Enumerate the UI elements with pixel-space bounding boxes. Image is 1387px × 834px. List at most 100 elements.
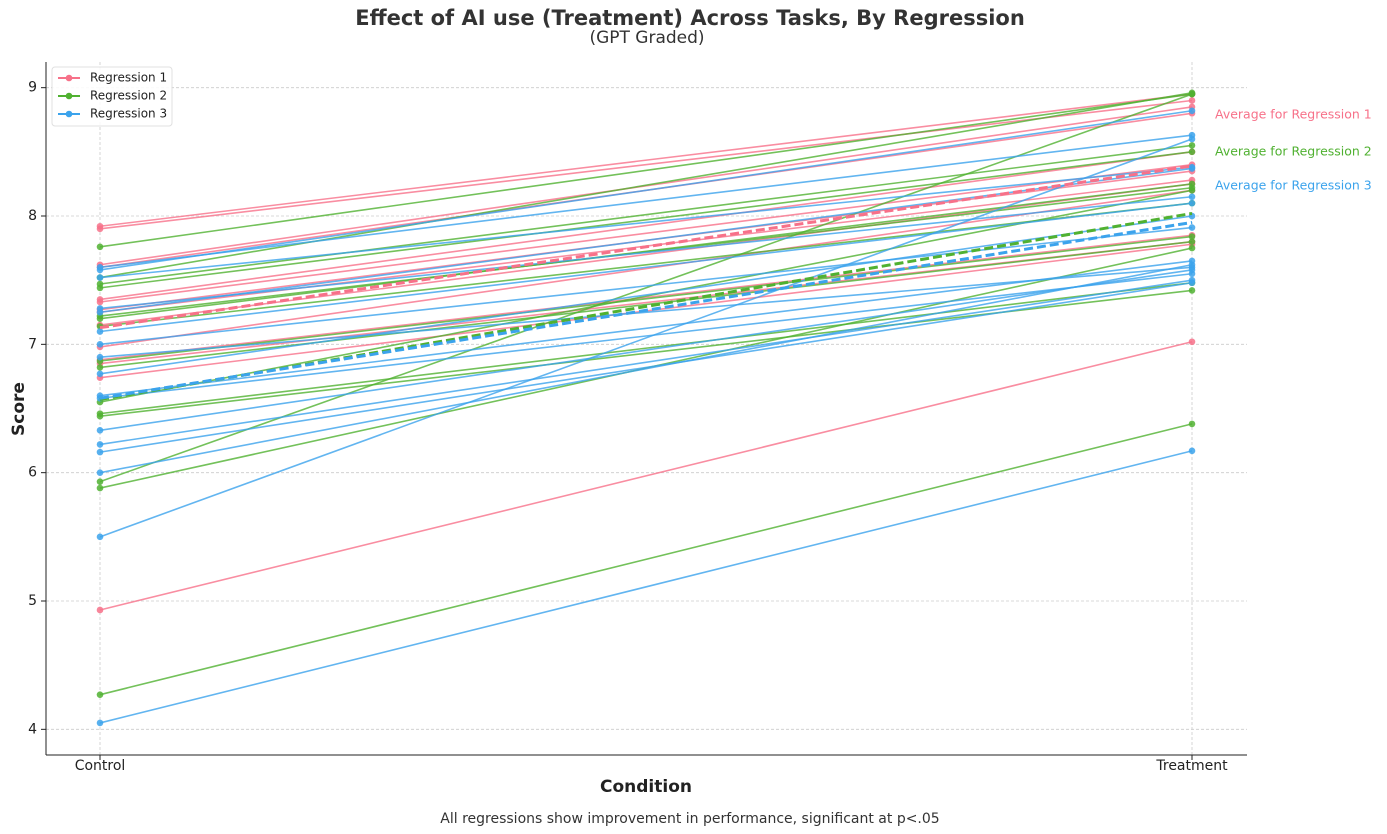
legend-label: Regression 3 [90, 107, 167, 121]
point [1188, 90, 1196, 98]
x-axis-label: Condition [600, 777, 692, 797]
series-line [99, 234, 1193, 361]
point [96, 353, 104, 361]
point [1188, 447, 1196, 455]
series-line [99, 272, 1193, 400]
series-line [99, 134, 1193, 269]
series-line [99, 189, 1193, 403]
series-line [99, 202, 1193, 333]
point [96, 298, 104, 306]
point [96, 266, 104, 274]
legend-label: Regression 2 [90, 89, 167, 103]
series-line [99, 163, 1193, 303]
point [96, 364, 104, 371]
point [96, 308, 104, 316]
point [96, 225, 104, 233]
series-line [99, 263, 1193, 474]
series-line [99, 195, 1193, 310]
series-line [99, 189, 1193, 348]
point [1188, 187, 1196, 194]
point [1188, 233, 1196, 240]
point [1188, 193, 1196, 201]
y-axis-label: Score [9, 382, 29, 436]
x-tick-label: Treatment [1155, 758, 1228, 774]
note: All regressions show improvement in perf… [440, 811, 939, 827]
point [96, 328, 104, 335]
point [96, 274, 104, 281]
point [1188, 180, 1196, 188]
x-tick-label: Control [75, 758, 126, 774]
point [1188, 142, 1196, 149]
point [1188, 244, 1196, 252]
point [96, 606, 104, 614]
point [96, 341, 104, 348]
y-tick-label: 9 [28, 80, 37, 96]
series-line [99, 281, 1193, 453]
point [1188, 148, 1196, 156]
point [1188, 224, 1196, 231]
point [1188, 338, 1196, 346]
series-line [99, 151, 1193, 301]
point [96, 448, 104, 456]
series-line [99, 340, 1193, 611]
series-line [99, 93, 1193, 228]
series-line [99, 138, 1193, 538]
point [96, 427, 104, 434]
series-line [99, 235, 1193, 362]
y-tick-label: 5 [28, 593, 37, 609]
average-line [99, 220, 1193, 400]
series-line [99, 226, 1193, 346]
point [1188, 199, 1196, 207]
series-line [99, 281, 1193, 415]
point [1188, 287, 1196, 294]
series-line [99, 151, 1193, 289]
legend-marker [65, 92, 73, 100]
point [96, 478, 104, 485]
series-line [99, 144, 1193, 285]
point [96, 284, 104, 292]
point [96, 533, 104, 541]
chart-title: Effect of AI use (Treatment) Across Task… [355, 6, 1025, 30]
legend-marker [65, 74, 73, 82]
point [1188, 135, 1196, 143]
y-tick-label: 8 [28, 208, 37, 224]
series-line [99, 109, 1193, 271]
point [1188, 107, 1196, 115]
legend-marker [65, 110, 73, 118]
series-line [99, 260, 1193, 397]
series-line [99, 423, 1193, 696]
point [1188, 261, 1196, 269]
series-line [99, 99, 1193, 230]
series-line [99, 215, 1193, 375]
average-line [99, 164, 1193, 330]
point [96, 469, 104, 476]
series-line [99, 93, 1193, 248]
series-line [99, 279, 1193, 446]
average-label: Average for Regression 1 [1215, 107, 1372, 122]
point [96, 719, 104, 727]
series-line [99, 167, 1193, 314]
chart-subtitle: (GPT Graded) [589, 28, 704, 48]
point [1188, 266, 1196, 274]
point [96, 441, 104, 448]
point [96, 412, 104, 420]
point [1188, 420, 1196, 428]
point [1188, 238, 1196, 245]
average-label: Average for Regression 2 [1215, 144, 1372, 159]
series-line [99, 240, 1193, 369]
point [96, 691, 104, 698]
series-line [99, 269, 1193, 432]
y-tick-label: 6 [28, 465, 37, 481]
point [96, 243, 104, 251]
series-line [99, 450, 1193, 724]
series-line [99, 166, 1193, 279]
y-tick-label: 7 [28, 336, 37, 352]
point [1188, 165, 1196, 172]
legend: Regression 1 Regression 2 Regression 3 [51, 66, 173, 127]
point [96, 484, 104, 492]
average-label: Average for Regression 3 [1215, 178, 1372, 193]
series-line [99, 266, 1193, 358]
series-line [99, 183, 1193, 320]
series-line [99, 202, 1193, 328]
